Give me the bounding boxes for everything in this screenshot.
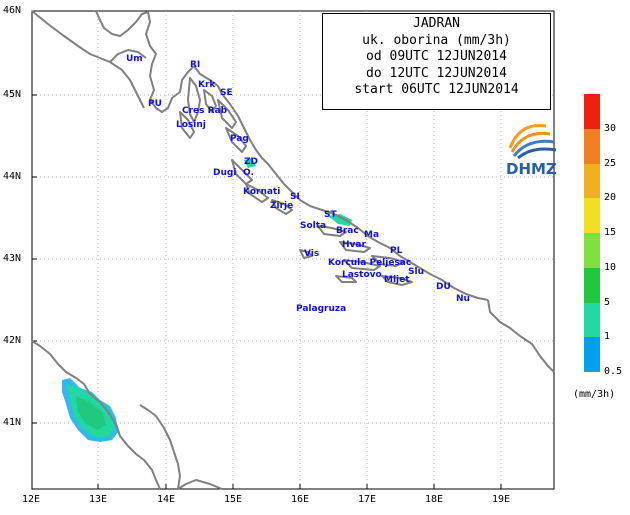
place-label: ST xyxy=(324,210,337,220)
place-label: Korcula Peljesac xyxy=(328,258,412,268)
title-run-start: start 06UTC 12JUN2014 xyxy=(354,82,519,97)
lon-label-19e: 19E xyxy=(492,494,511,505)
place-label: Pag xyxy=(230,134,249,144)
lon-label-18e: 18E xyxy=(425,494,444,505)
coastline xyxy=(31,10,555,490)
legend-tick-label: 5 xyxy=(604,296,611,308)
legend-tick-label: 1 xyxy=(604,331,611,343)
place-label: Nu xyxy=(456,294,470,304)
place-label: Krk xyxy=(198,80,216,90)
dhmz-logo-icon xyxy=(508,123,557,160)
place-label: Losinj xyxy=(176,120,206,130)
lon-label-15e: 15E xyxy=(224,494,243,505)
lat-label-44n: 44N xyxy=(3,171,22,182)
place-label: Mljet xyxy=(384,275,410,285)
lon-label-14e: 14E xyxy=(157,494,176,505)
lat-label-46n: 46N xyxy=(3,5,22,16)
legend-swatch xyxy=(584,233,600,268)
title-region: JADRAN xyxy=(413,16,460,31)
title-to-time: do 12UTC 12JUN2014 xyxy=(366,65,507,81)
lon-label-12e: 12E xyxy=(22,494,41,505)
lon-label-16e: 16E xyxy=(291,494,310,505)
place-label: ZD xyxy=(244,157,258,167)
place-label: RI xyxy=(190,60,201,70)
precip-area-puglia-center xyxy=(76,396,106,430)
place-label: Brac xyxy=(336,226,359,236)
dhmz-logo-text: DHMZ xyxy=(506,160,557,178)
lat-label-45n: 45N xyxy=(3,89,22,100)
place-label: Ma xyxy=(364,230,380,240)
precip-legend xyxy=(584,94,600,372)
graticule xyxy=(32,11,554,489)
legend-swatch xyxy=(584,198,600,233)
lat-label-42n: 42N xyxy=(3,335,22,346)
legend-unit: (mm/3h) xyxy=(573,389,616,400)
place-label: Solta xyxy=(300,221,327,231)
place-label: Dugi xyxy=(213,168,237,178)
place-label: Kornati xyxy=(243,187,281,197)
place-label: Lastovo xyxy=(342,270,382,280)
place-label: Palagruza xyxy=(296,304,347,314)
place-label: Hvar xyxy=(342,240,366,250)
title-variable: uk. oborina (mm/3h) xyxy=(362,32,511,48)
legend-swatch xyxy=(584,94,600,129)
lon-label-17e: 17E xyxy=(358,494,377,505)
place-label: DU xyxy=(436,282,451,292)
lon-label-13e: 13E xyxy=(89,494,108,505)
place-label: Vis xyxy=(304,249,320,259)
legend-swatch xyxy=(584,163,600,199)
axis-ticks xyxy=(32,94,502,489)
legend-swatch xyxy=(584,302,600,338)
place-label: SI xyxy=(290,192,300,202)
legend-tick-label: 10 xyxy=(604,261,617,273)
place-label: PU xyxy=(148,99,162,109)
legend-swatch xyxy=(584,337,600,372)
place-label: Zirje xyxy=(270,201,294,211)
place-label: SE xyxy=(220,88,233,98)
place-label: Cres Rab xyxy=(182,106,228,116)
map-title-box: JADRAN uk. oborina (mm/3h) od 09UTC 12JU… xyxy=(322,13,551,110)
legend-tick-label: 20 xyxy=(604,192,617,204)
place-label: PL xyxy=(390,246,403,256)
precip-area-brac xyxy=(328,214,352,226)
legend-tick-label: 15 xyxy=(604,227,617,238)
legend-tick-label: 30 xyxy=(604,122,617,134)
title-from-time: od 09UTC 12JUN2014 xyxy=(366,49,507,64)
place-label: Slu xyxy=(408,267,424,277)
legend-tick-label: 0.5 xyxy=(604,366,623,377)
place-label: O. xyxy=(243,168,254,178)
precip-area-zd xyxy=(244,158,256,168)
legend-swatch xyxy=(584,267,600,303)
place-label: Um xyxy=(126,54,143,64)
legend-swatch xyxy=(584,128,600,164)
lat-label-41n: 41N xyxy=(3,417,22,428)
legend-tick-label: 25 xyxy=(604,157,617,169)
lat-label-43n: 43N xyxy=(3,253,22,264)
precipitation-areas xyxy=(62,158,352,442)
